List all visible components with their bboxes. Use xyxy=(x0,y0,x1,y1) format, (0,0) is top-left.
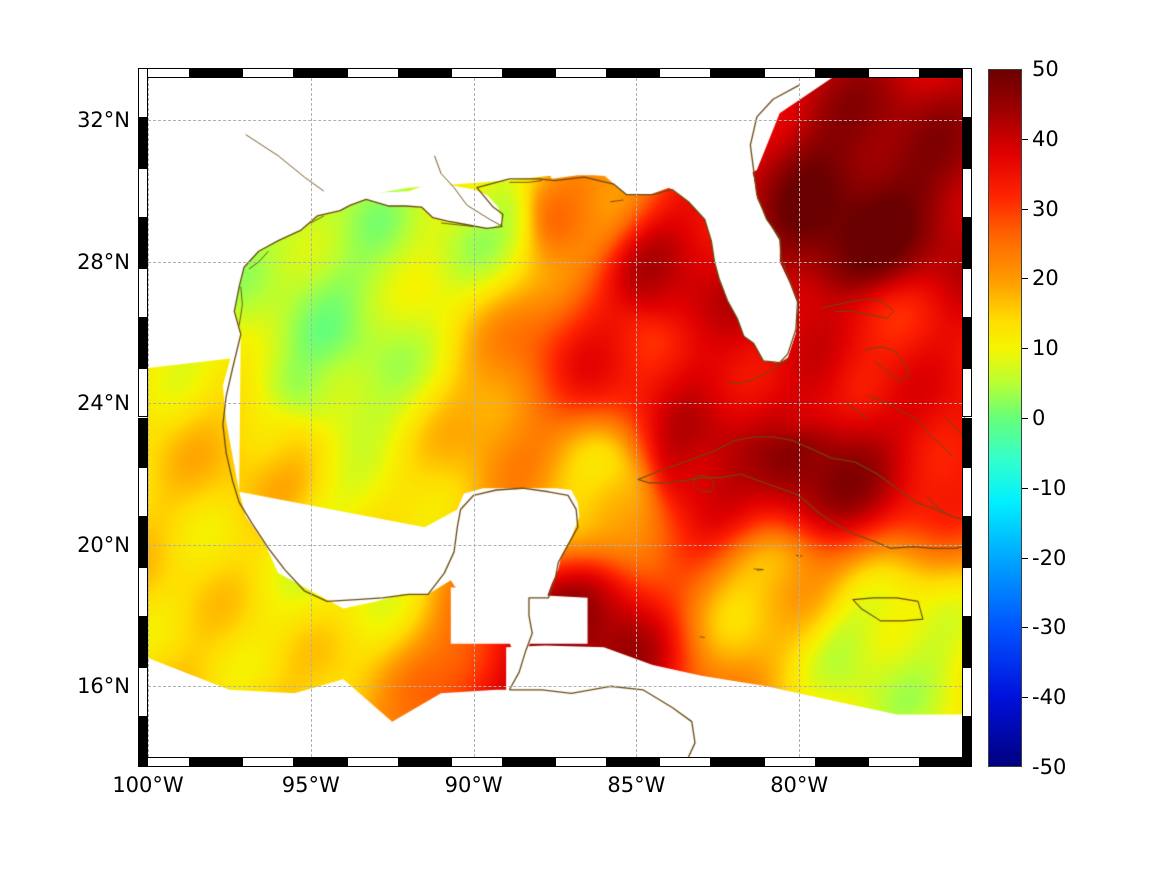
colorbar-tick-label: 30 xyxy=(1032,196,1059,221)
frame-segment xyxy=(398,68,451,78)
colorbar-tick-mark xyxy=(1022,278,1028,280)
colorbar-tick-label: -40 xyxy=(1032,685,1067,710)
colorbar-tick-label: -50 xyxy=(1032,755,1067,779)
frame-segment xyxy=(138,117,148,168)
colorbar-tick-mark xyxy=(1022,557,1028,559)
frame-segment xyxy=(502,757,555,767)
latitude-tick-label: 24°N xyxy=(77,391,130,416)
colorbar-tick-mark xyxy=(1022,627,1028,629)
frame-segment xyxy=(659,757,712,767)
frame-segment xyxy=(138,68,148,118)
colorbar-tick-label: -10 xyxy=(1032,475,1067,500)
frame-segment xyxy=(555,757,608,767)
frame-segment xyxy=(138,367,148,418)
frame-segment xyxy=(962,267,972,318)
map-axes[interactable] xyxy=(138,68,972,767)
frame-segment xyxy=(763,68,816,78)
map-frame-left xyxy=(138,68,148,767)
colorbar-tick-mark xyxy=(1022,697,1028,699)
longitude-tick-label: 90°W xyxy=(444,773,503,797)
frame-segment xyxy=(962,167,972,218)
frame-segment xyxy=(962,517,972,568)
latitude-tick-label: 20°N xyxy=(77,532,130,557)
frame-segment xyxy=(190,68,243,78)
latitude-tick-label: 28°N xyxy=(77,249,130,274)
frame-segment xyxy=(138,167,148,218)
longitude-tick-label: 100°W xyxy=(112,773,184,797)
frame-segment xyxy=(607,68,660,78)
frame-segment xyxy=(555,68,608,78)
longitude-tick-label: 95°W xyxy=(281,773,340,797)
colorbar-tick-mark xyxy=(1022,418,1028,419)
frame-segment xyxy=(294,68,347,78)
frame-segment xyxy=(763,757,816,767)
frame-segment xyxy=(450,757,503,767)
frame-segment xyxy=(962,467,972,518)
map-data-layer xyxy=(148,78,962,757)
map-frame-top xyxy=(138,68,972,78)
frame-segment xyxy=(815,757,868,767)
frame-segment xyxy=(190,757,243,767)
frame-segment xyxy=(711,757,764,767)
frame-segment xyxy=(711,68,764,78)
colorbar-tick-label: -30 xyxy=(1032,615,1067,640)
frame-segment xyxy=(607,757,660,767)
frame-segment xyxy=(867,757,920,767)
colorbar-tick-mark xyxy=(1022,208,1028,210)
map-plot-area[interactable] xyxy=(148,78,962,757)
colorbar-tick-label: 20 xyxy=(1032,266,1059,291)
frame-segment xyxy=(450,68,503,78)
frame-segment xyxy=(815,68,868,78)
frame-segment xyxy=(346,757,399,767)
frame-segment xyxy=(962,317,972,368)
frame-segment xyxy=(138,417,148,468)
latitude-tick-label: 32°N xyxy=(77,108,130,133)
colorbar-tick-mark xyxy=(1022,138,1028,140)
frame-segment xyxy=(398,757,451,767)
frame-segment xyxy=(962,417,972,468)
frame-segment xyxy=(962,117,972,168)
frame-segment xyxy=(659,68,712,78)
colorbar-tick-label: 0 xyxy=(1032,406,1046,430)
frame-segment xyxy=(138,517,148,568)
frame-segment xyxy=(962,617,972,668)
frame-segment xyxy=(294,757,347,767)
frame-segment xyxy=(962,367,972,418)
frame-segment xyxy=(502,68,555,78)
frame-segment xyxy=(962,667,972,718)
longitude-tick-label: 85°W xyxy=(607,773,666,797)
frame-segment xyxy=(242,68,295,78)
colorbar-tick-label: 10 xyxy=(1032,336,1059,361)
frame-segment xyxy=(867,68,920,78)
frame-segment xyxy=(138,667,148,718)
frame-segment xyxy=(138,567,148,618)
colorbar-tick-label: -20 xyxy=(1032,545,1067,570)
colorbar-tick-label: 50 xyxy=(1032,57,1059,81)
longitude-tick-label: 80°W xyxy=(770,773,829,797)
frame-segment xyxy=(962,68,972,118)
frame-segment xyxy=(962,567,972,618)
frame-segment xyxy=(138,267,148,318)
colorbar-tick-mark xyxy=(1022,348,1028,350)
map-frame-bottom xyxy=(138,757,972,767)
frame-segment xyxy=(138,617,148,668)
frame-segment xyxy=(962,717,972,767)
colorbar-tick-mark xyxy=(1022,487,1028,489)
frame-segment xyxy=(346,68,399,78)
frame-segment xyxy=(138,467,148,518)
colorbar-gradient xyxy=(988,69,1022,767)
frame-segment xyxy=(138,317,148,368)
frame-segment xyxy=(242,757,295,767)
frame-segment xyxy=(138,717,148,767)
map-frame-right xyxy=(962,68,972,767)
colorbar-tick-label: 40 xyxy=(1032,126,1059,151)
frame-segment xyxy=(138,217,148,268)
colorbar[interactable]: 50 40 30 20 10 0 -10 -20 -30 -40 -50 xyxy=(988,57,1066,779)
frame-segment xyxy=(962,217,972,268)
latitude-tick-label: 16°N xyxy=(77,674,130,699)
